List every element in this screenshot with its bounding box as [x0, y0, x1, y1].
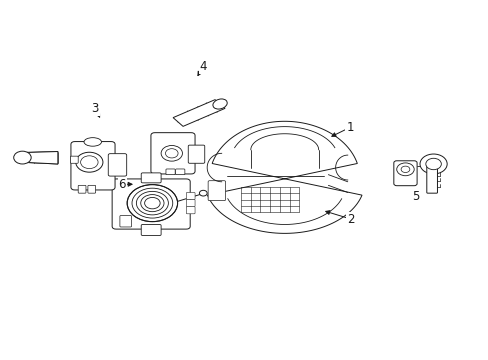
FancyBboxPatch shape — [151, 133, 195, 174]
FancyBboxPatch shape — [188, 145, 204, 163]
FancyBboxPatch shape — [208, 181, 225, 201]
Polygon shape — [173, 100, 224, 126]
Text: 1: 1 — [346, 121, 353, 134]
Text: 3: 3 — [91, 102, 99, 115]
Circle shape — [132, 188, 172, 218]
FancyBboxPatch shape — [108, 154, 126, 176]
Circle shape — [161, 145, 182, 161]
Text: 4: 4 — [199, 60, 206, 73]
Circle shape — [144, 197, 160, 209]
Text: 2: 2 — [346, 213, 354, 226]
Text: 6: 6 — [118, 178, 126, 191]
Ellipse shape — [212, 99, 227, 109]
Circle shape — [127, 185, 177, 222]
Circle shape — [76, 152, 102, 172]
FancyBboxPatch shape — [71, 141, 115, 190]
FancyBboxPatch shape — [120, 216, 131, 227]
FancyBboxPatch shape — [112, 179, 190, 229]
Polygon shape — [207, 121, 361, 233]
FancyBboxPatch shape — [186, 207, 195, 214]
FancyBboxPatch shape — [141, 173, 161, 183]
FancyBboxPatch shape — [165, 169, 175, 175]
FancyBboxPatch shape — [88, 185, 96, 193]
Circle shape — [199, 190, 207, 196]
Circle shape — [396, 163, 413, 176]
Circle shape — [425, 158, 441, 170]
Circle shape — [136, 192, 168, 215]
FancyBboxPatch shape — [393, 161, 416, 186]
FancyBboxPatch shape — [78, 185, 86, 193]
FancyBboxPatch shape — [186, 199, 195, 207]
FancyBboxPatch shape — [141, 225, 161, 235]
Ellipse shape — [84, 138, 102, 146]
Circle shape — [141, 195, 163, 212]
Ellipse shape — [14, 151, 31, 164]
FancyBboxPatch shape — [426, 165, 437, 193]
FancyBboxPatch shape — [186, 193, 195, 199]
Polygon shape — [21, 152, 58, 164]
Circle shape — [419, 154, 446, 174]
Text: 5: 5 — [411, 190, 419, 203]
FancyBboxPatch shape — [70, 156, 78, 163]
FancyBboxPatch shape — [175, 169, 184, 175]
